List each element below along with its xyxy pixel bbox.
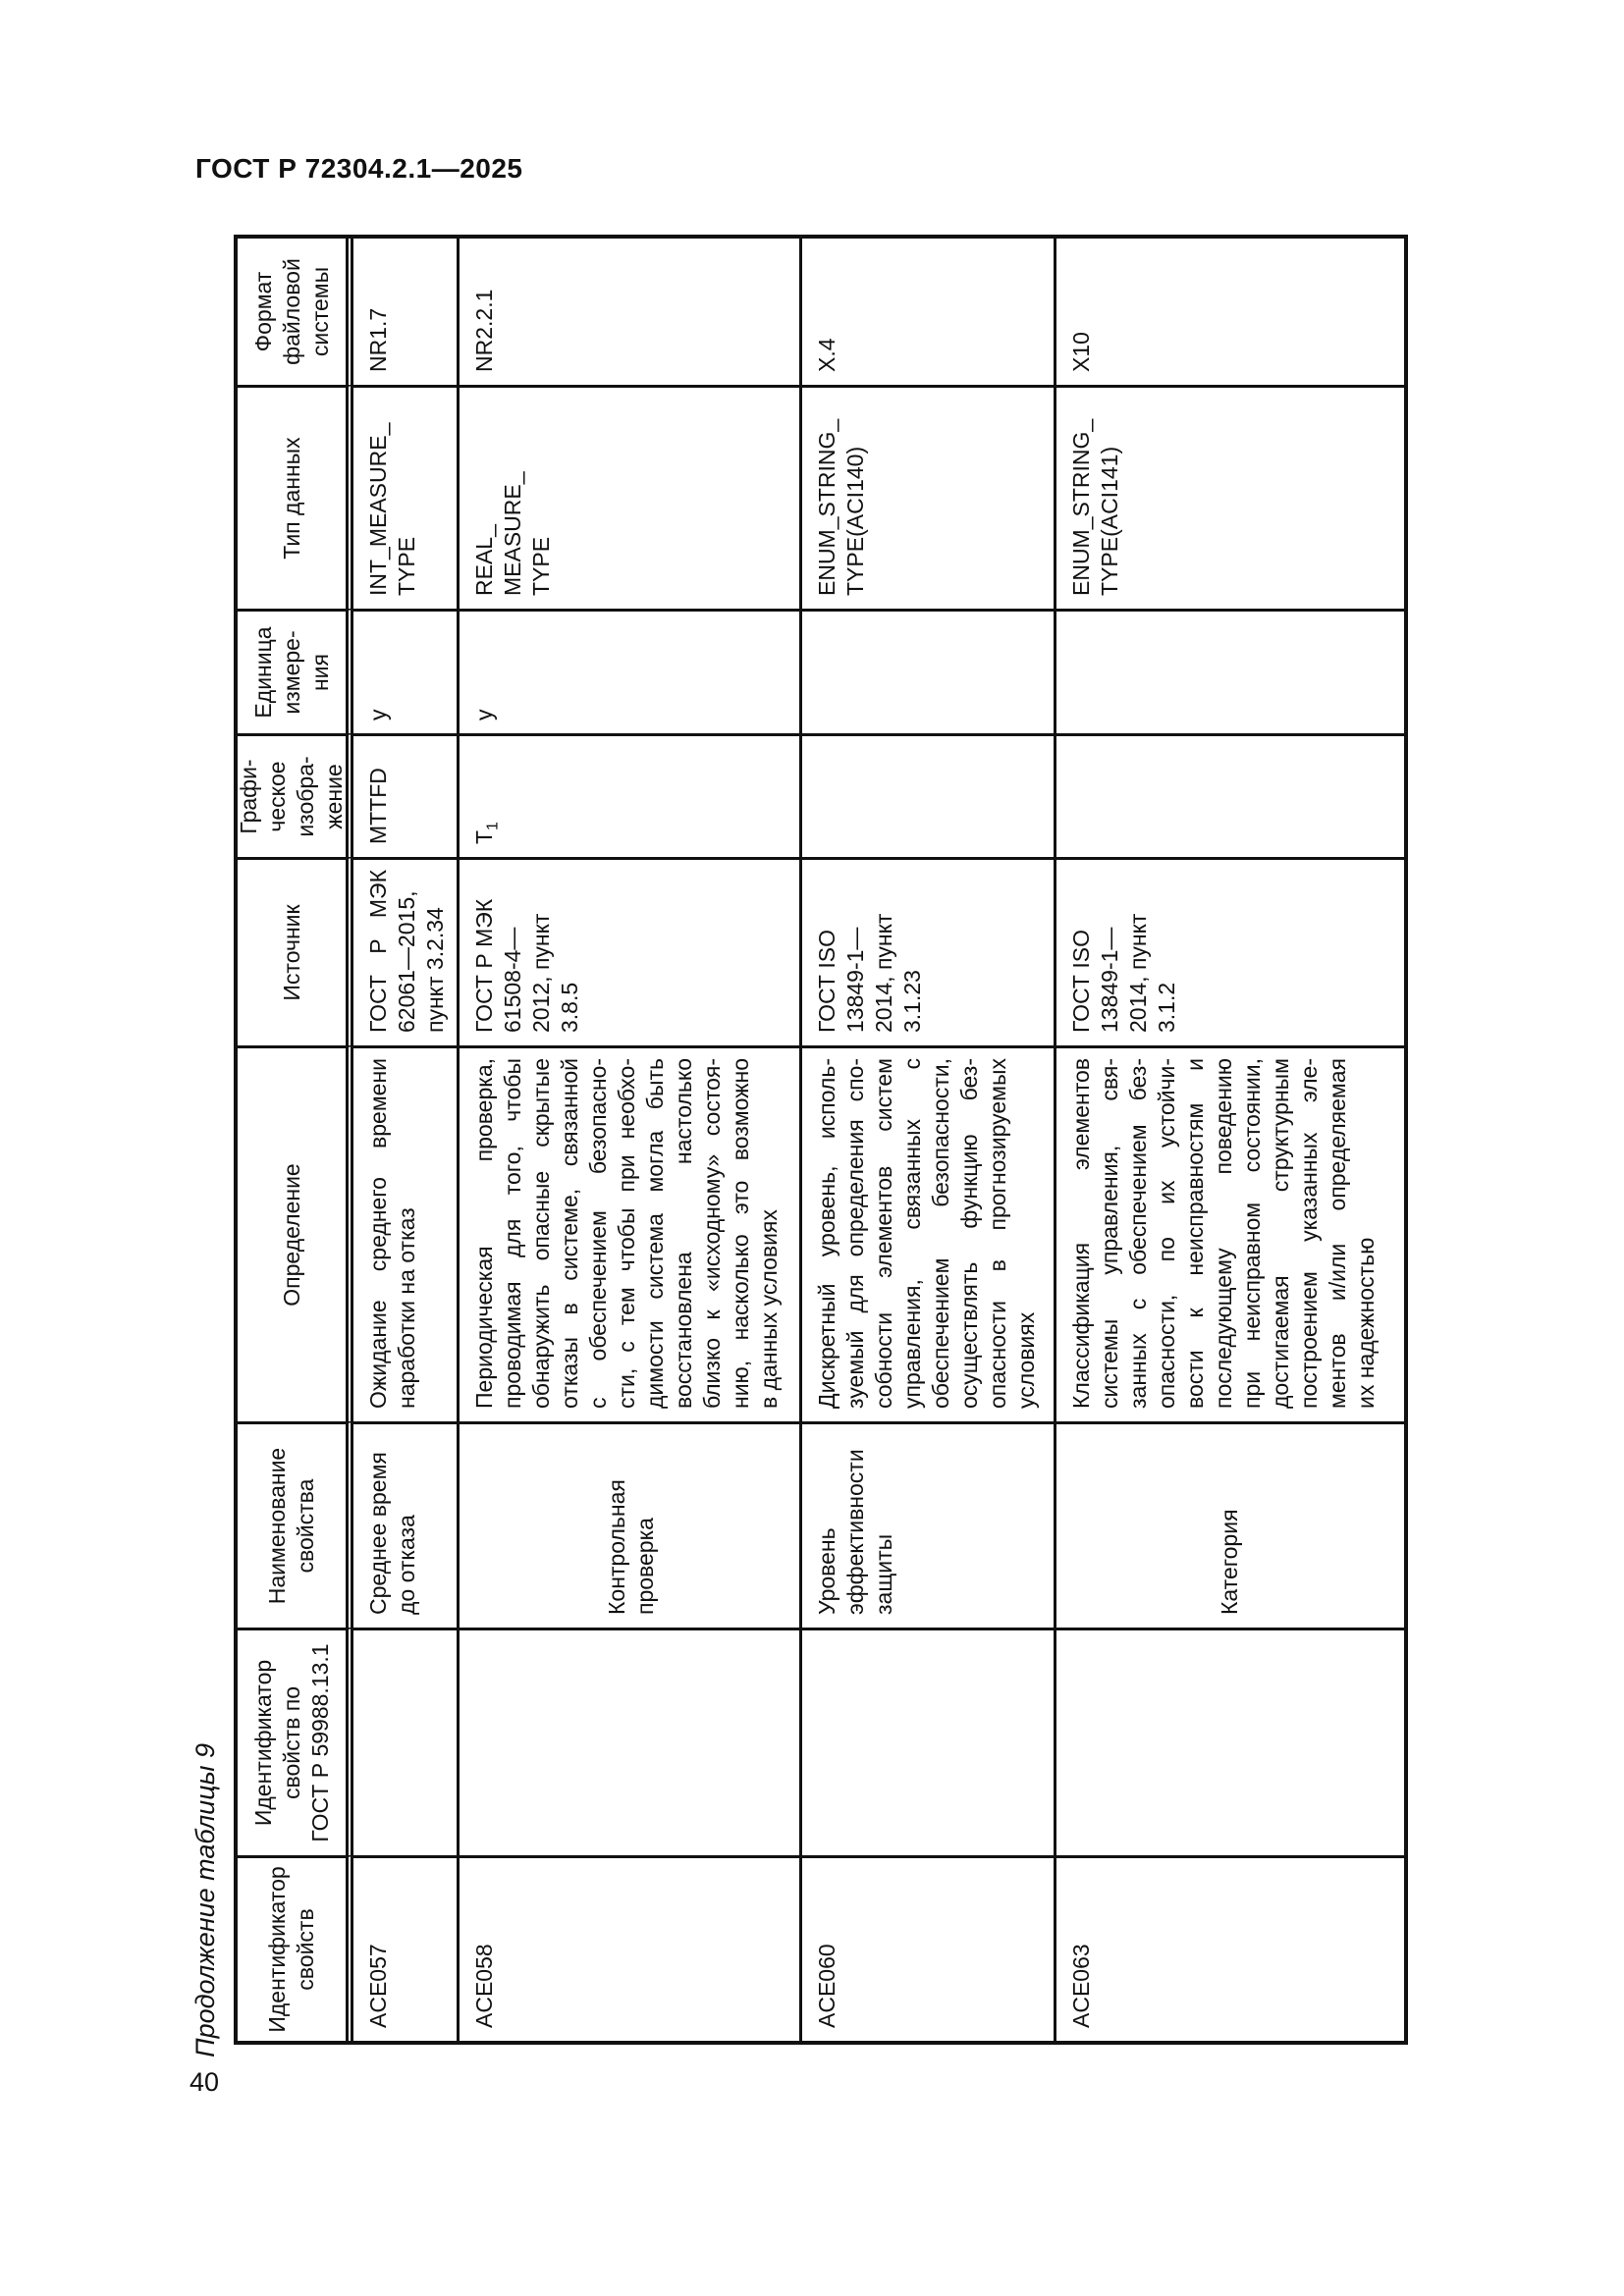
cell-ace060-id-gost	[802, 1628, 1056, 1855]
header-cell-unit: Единица измере-ния	[238, 609, 353, 733]
cell-ace057-unit: у	[353, 609, 460, 733]
cell-ace063-id: ACE063	[1056, 1855, 1404, 2041]
cell-ace057-id: ACE057	[353, 1855, 460, 2041]
cell-ace060-name: Уровень эффективности защиты	[802, 1421, 1056, 1628]
cell-ace058-format: NR2.2.1	[460, 239, 802, 385]
cell-ace057-format: NR1.7	[353, 239, 460, 385]
cell-ace063-name: Категория	[1056, 1421, 1404, 1628]
graphic-subscript: 1	[484, 822, 502, 830]
header-cell-id: Идентификатор свойств	[238, 1855, 353, 2041]
cell-ace060-source: ГОСТ ISO 13849-1— 2014, пункт 3.1.23	[802, 857, 1056, 1045]
graphic-symbol: T	[471, 829, 497, 844]
header-cell-definition: Определение	[238, 1045, 353, 1421]
header-cell-graphic: Графи-ческое изобра-жение	[238, 733, 353, 857]
cell-ace058-source: ГОСТ Р МЭК 61508-4— 2012, пункт 3.8.5	[460, 857, 802, 1045]
table-rotated-wrap: Идентификатор свойств Идентификатор свойст…	[234, 235, 1408, 2045]
cell-ace057-graphic: MTTFD	[353, 733, 460, 857]
cell-ace063-definition: Классификация элементов системы управлени…	[1056, 1045, 1404, 1421]
cell-ace057-datatype: INT_MEASURE_ TYPE	[353, 385, 460, 609]
cell-ace058-unit: у	[460, 609, 802, 733]
header-cell-id-gost: Идентификатор свойств по ГОСТ Р 59988.13.1	[238, 1628, 353, 1855]
cell-ace063-format: X10	[1068, 332, 1094, 372]
properties-table: Идентификатор свойств Идентификатор свойст…	[234, 235, 1408, 2045]
cell-ace058-definition: Периодическая проверка, проводимая для то…	[460, 1045, 802, 1421]
running-header: ГОСТ Р 72304.2.1—2025	[195, 153, 523, 184]
header-cell-source: Источник	[238, 857, 353, 1045]
cell-ace057-name: Среднее время до отказа	[353, 1421, 460, 1628]
cell-ace063-graphic	[1056, 733, 1404, 857]
cell-ace057-source: ГОСТ Р МЭК 62061—2015, пункт 3.2.34	[353, 857, 460, 1045]
page-number: 40	[189, 2067, 220, 2097]
cell-ace063-source: ГОСТ ISO 13849-1— 2014, пункт 3.1.2	[1056, 857, 1404, 1045]
cell-ace057-id-gost	[353, 1628, 460, 1855]
cell-ace058-datatype: REAL_ MEASURE_ TYPE	[460, 385, 802, 609]
cell-ace060-format: X.4	[802, 239, 1056, 385]
cell-ace058-id: ACE058	[460, 1855, 802, 2041]
header-cell-format: Формат файловой системы	[238, 239, 353, 385]
cell-ace063-datatype: ENUM_STRING_ TYPE(ACI141)	[1056, 385, 1404, 609]
cell-ace060-graphic	[802, 733, 1056, 857]
cell-ace060-datatype: ENUM_STRING_ TYPE(ACI140)	[802, 385, 1056, 609]
cell-ace060-unit	[802, 609, 1056, 733]
cell-ace058-name: Контрольная проверка	[460, 1421, 802, 1628]
cell-ace060-definition: Дискретный уровень, исполь-зуемый для оп…	[802, 1045, 1056, 1421]
cell-ace063-unit	[1056, 609, 1404, 733]
cell-ace058-graphic: T1	[460, 733, 802, 857]
cell-ace063-id-gost	[1056, 1628, 1404, 1855]
cell-ace060-id: ACE060	[802, 1855, 1056, 2041]
cell-ace058-id-gost	[460, 1628, 802, 1855]
header-cell-datatype: Тип данных	[238, 385, 353, 609]
table-caption: Продолжение таблицы 9	[190, 1742, 220, 2057]
cell-ace057-definition: Ожидание среднего времени наработки на от…	[353, 1045, 460, 1421]
graphic-symbol: MTTFD	[365, 768, 391, 844]
header-cell-name: Наименование свойства	[238, 1421, 353, 1628]
